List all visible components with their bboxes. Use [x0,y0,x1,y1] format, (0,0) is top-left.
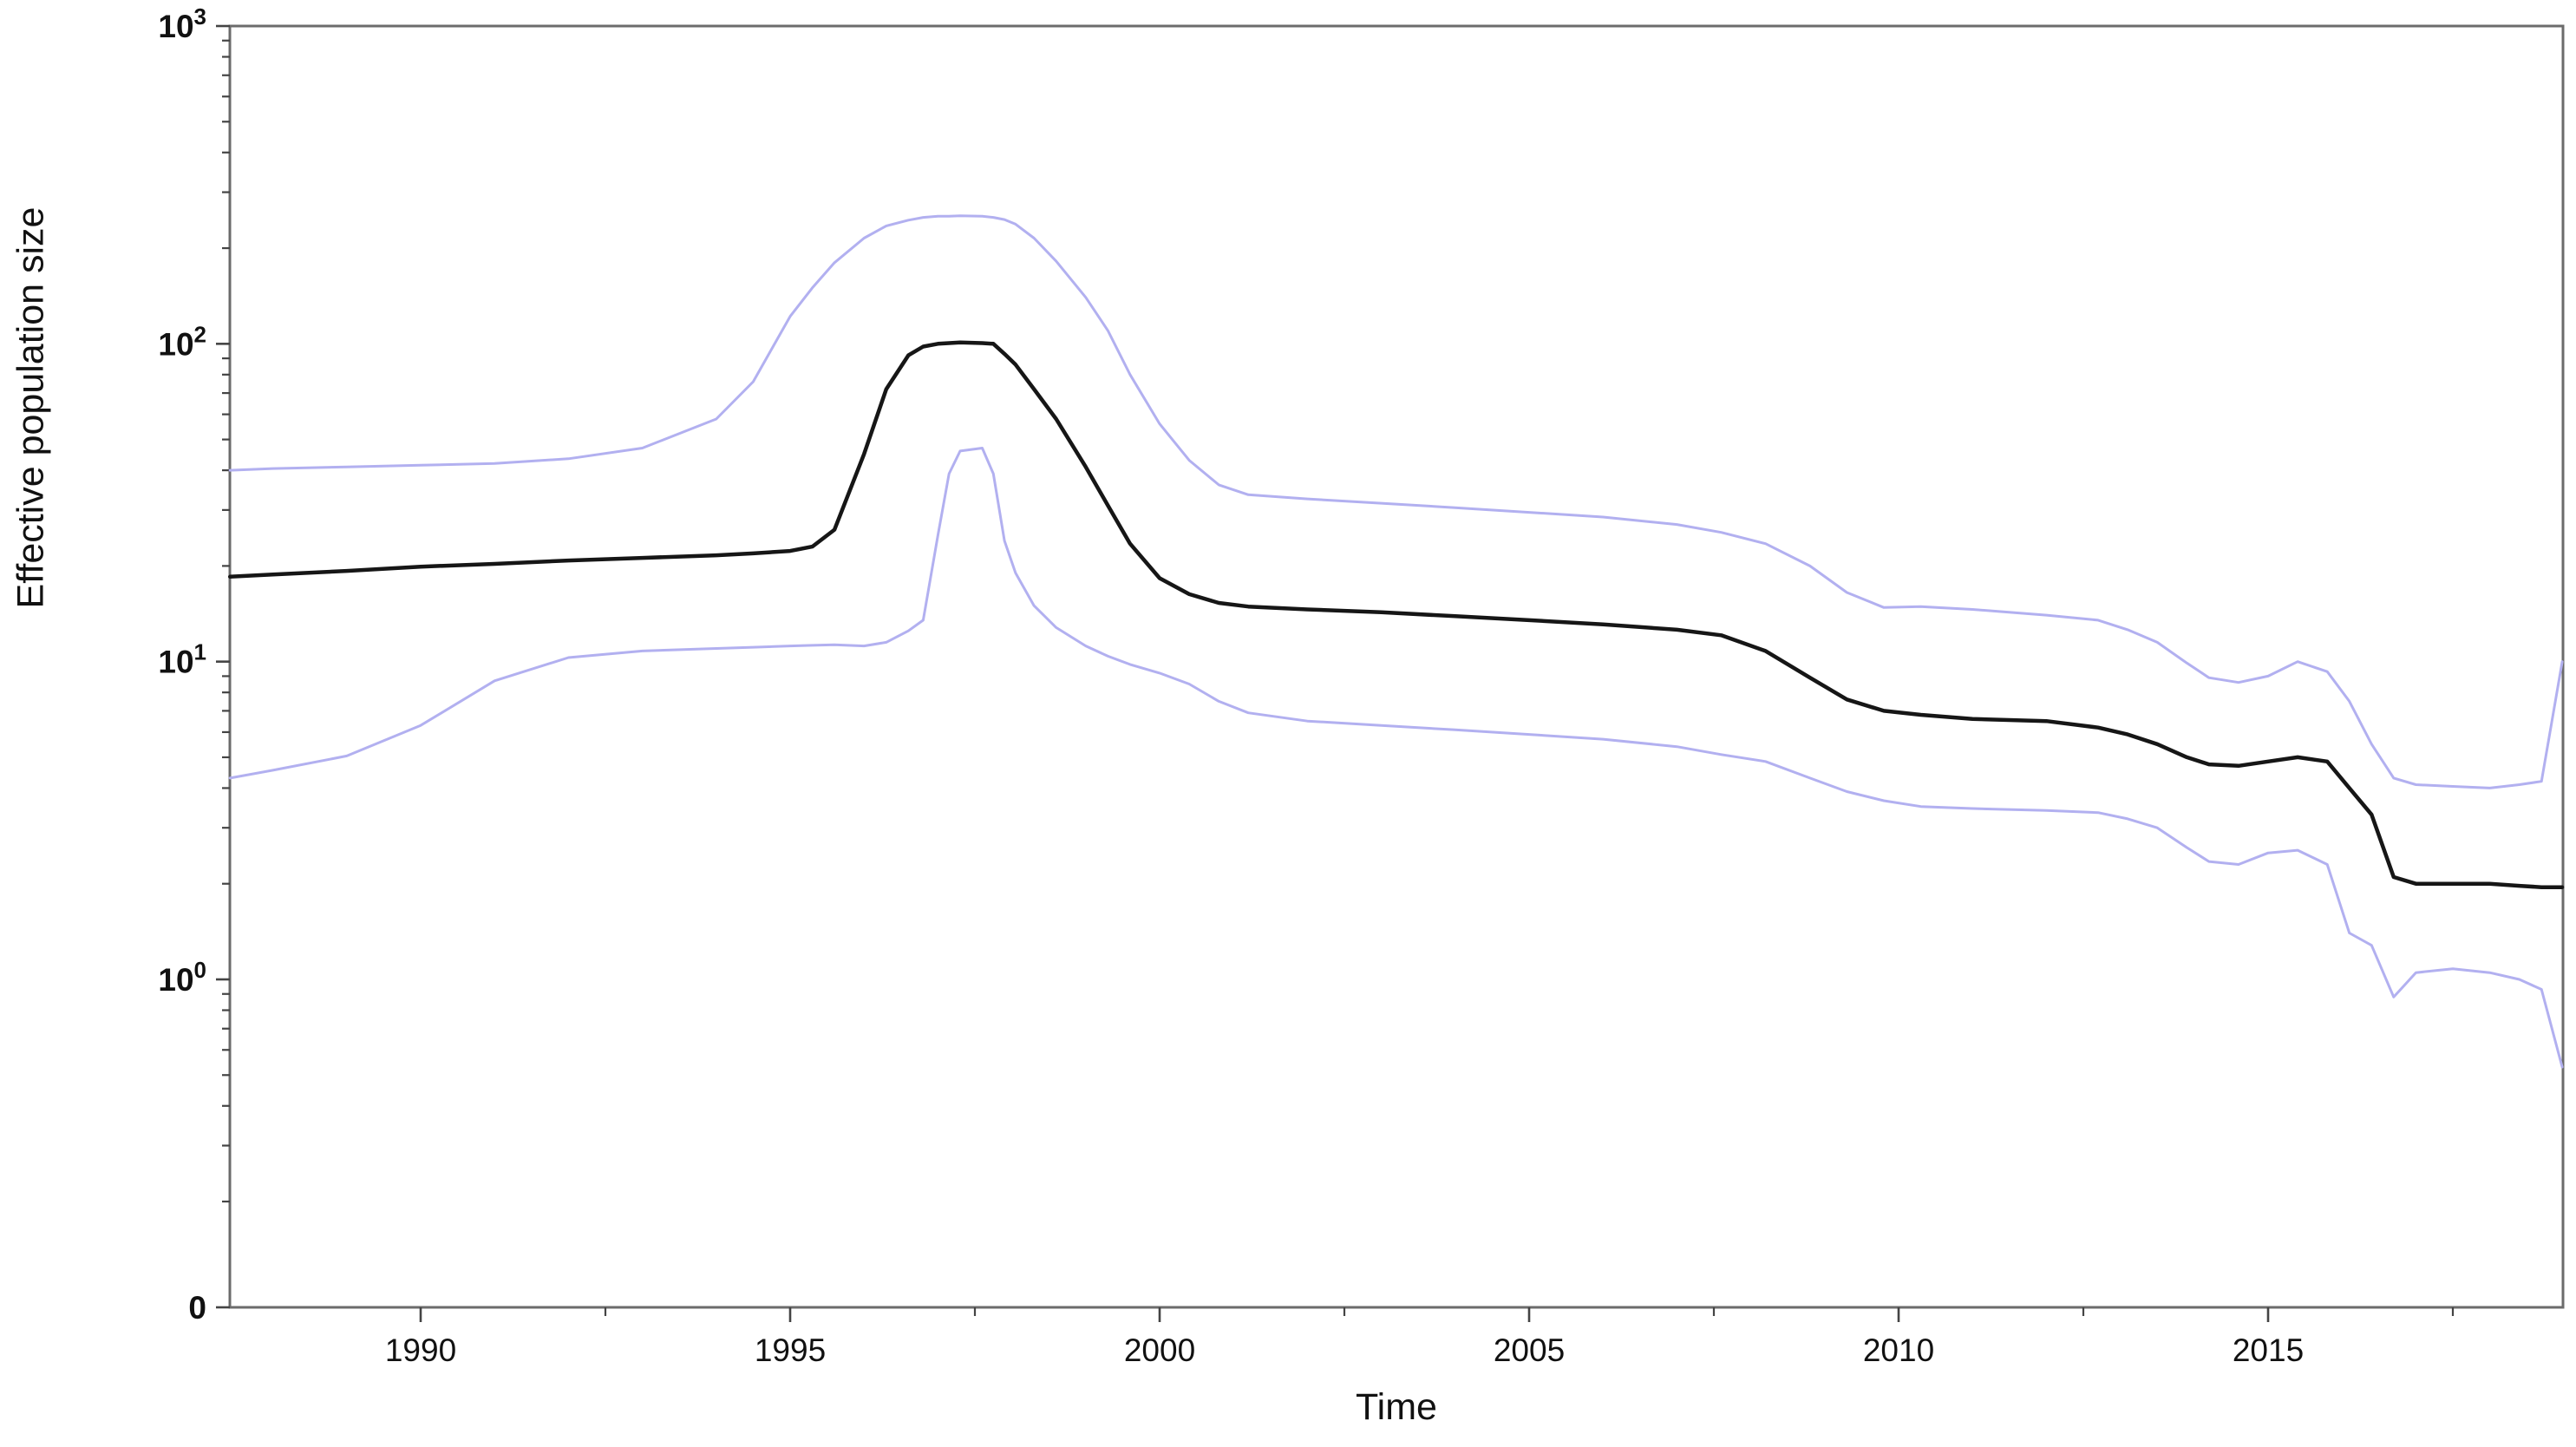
x-axis-title: Time [1356,1386,1437,1428]
y-axis-title: Effective population size [10,206,52,609]
median-line [227,340,2565,889]
x-tick-label: 1990 [385,1332,456,1368]
y-tick-label: 102 [158,321,206,362]
x-tick-label: 2015 [2233,1332,2304,1368]
x-tick-label: 2000 [1124,1332,1195,1368]
x-tick-label: 2010 [1863,1332,1934,1368]
y-tick-label: 100 [158,957,206,998]
upper-credible-interval-line [228,214,2564,789]
y-tick-label: 103 [158,3,206,44]
plot-border [228,24,2565,1309]
x-tick-label: 1995 [755,1332,826,1368]
lower-credible-interval-line [228,447,2564,1069]
y-tick-label: 0 [188,1290,206,1326]
y-tick-label: 101 [158,639,206,680]
x-tick-label: 2005 [1494,1332,1565,1368]
